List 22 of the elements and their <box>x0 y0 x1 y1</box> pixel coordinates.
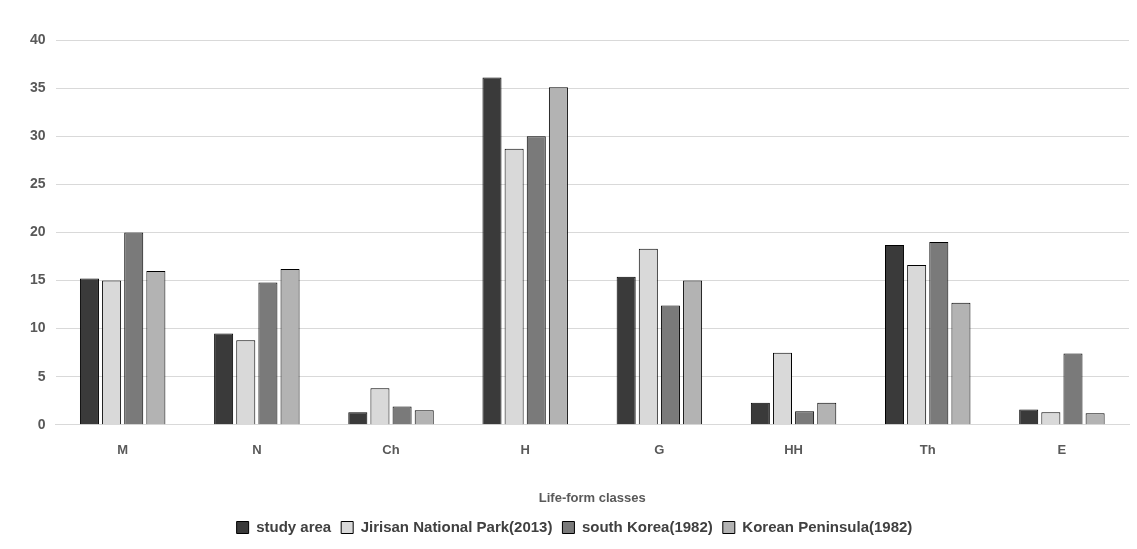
x-tick-label: H <box>520 442 530 458</box>
x-tick-label: Th <box>919 442 936 458</box>
y-tick-label: 10 <box>29 319 46 336</box>
legend-label: Korean Peninsula(1982) <box>742 517 913 535</box>
legend-label: Jirisan National Park(2013) <box>360 517 553 535</box>
x-tick-label: N <box>252 442 262 458</box>
x-tick-label: M <box>117 442 129 458</box>
y-tick-label: 5 <box>37 367 46 384</box>
y-tick-label: 20 <box>29 223 46 240</box>
x-axis-title: Life-form classes <box>538 489 646 505</box>
x-tick-label: G <box>654 442 665 458</box>
y-tick-label: 25 <box>29 175 46 192</box>
y-tick-label: 40 <box>29 30 46 47</box>
x-tick-label: HH <box>784 442 803 458</box>
legend-label: south Korea(1982) <box>581 517 713 535</box>
x-tick-label: Ch <box>382 442 400 458</box>
y-tick-label: 0 <box>37 415 46 432</box>
y-tick-label: 30 <box>29 127 46 144</box>
legend-label: study area <box>256 517 332 535</box>
y-tick-label: 15 <box>29 271 46 288</box>
y-tick-label: 35 <box>29 78 46 95</box>
x-tick-label: E <box>1057 442 1067 458</box>
